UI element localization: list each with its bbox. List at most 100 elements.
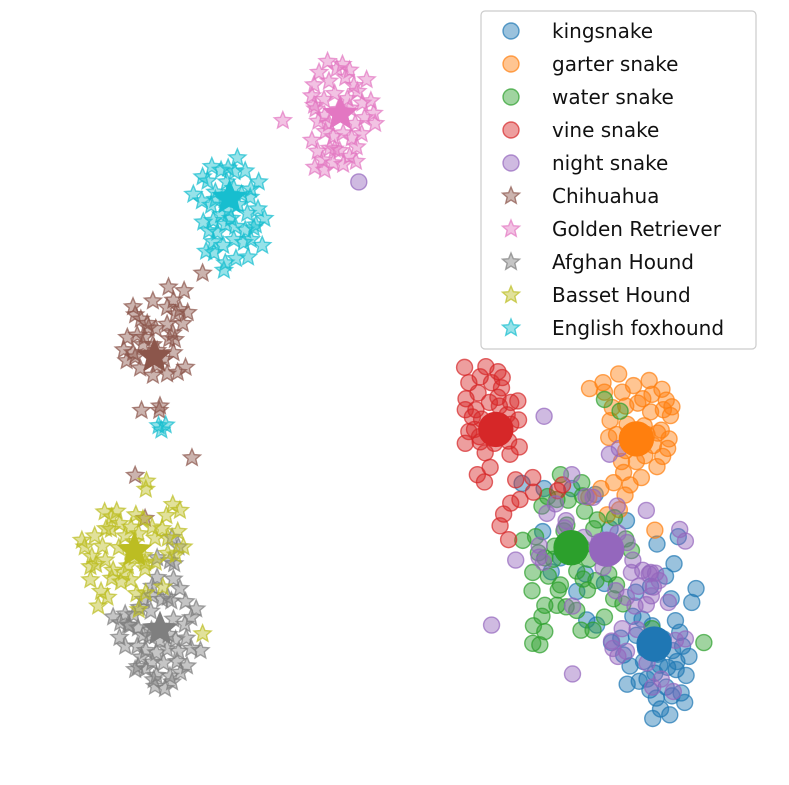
- basset-hound-point: [110, 571, 132, 591]
- vine-snake-point: [510, 438, 528, 456]
- basset-hound-point: [157, 542, 179, 563]
- night-snake-point: [577, 487, 595, 506]
- golden-retriever-point: [304, 156, 326, 177]
- kingsnake-point: [677, 666, 695, 685]
- night-snake-point: [637, 501, 656, 520]
- night-snake-centroid: [588, 531, 625, 567]
- golden-retriever-point: [324, 138, 345, 158]
- golden-retriever-point: [326, 57, 348, 78]
- basset-hound-point: [144, 527, 166, 547]
- night-snake-point: [600, 445, 619, 463]
- chihuahua-point: [181, 447, 203, 467]
- legend-marker-water-snake: [502, 88, 520, 106]
- chihuahua-point: [175, 356, 196, 377]
- night-snake-point: [535, 407, 553, 425]
- english-foxhound-point: [201, 155, 223, 176]
- golden-retriever-point: [317, 50, 338, 71]
- legend: kingsnake garter snake water snake vine sna…: [480, 10, 757, 350]
- basset-hound-point: [169, 499, 191, 520]
- vine-snake-point: [491, 517, 509, 535]
- golden-retriever-point: [303, 74, 325, 94]
- night-snake-point: [676, 630, 695, 648]
- night-snake-point: [563, 665, 582, 683]
- basset-hound-point: [101, 506, 123, 526]
- water-snake-point: [548, 596, 566, 615]
- basset-hound-point: [165, 544, 186, 564]
- water-snake-point: [514, 531, 532, 550]
- vine-snake-point: [502, 494, 520, 512]
- golden-retriever-point: [343, 74, 365, 95]
- chihuahua-point: [158, 328, 180, 348]
- afghan-hound-point: [132, 624, 154, 645]
- water-snake-point: [595, 390, 614, 409]
- vine-snake-point: [467, 401, 485, 419]
- legend-label-kingsnake: kingsnake: [552, 19, 653, 43]
- vine-snake-point: [511, 490, 529, 509]
- english-foxhound-point: [234, 160, 256, 180]
- english-foxhound-point: [151, 419, 172, 439]
- vine-snake-point: [502, 393, 520, 412]
- garter-snake-point: [648, 457, 666, 476]
- basset-hound-point: [167, 520, 189, 541]
- legend-label-garter-snake: garter snake: [552, 52, 678, 76]
- night-snake-point: [482, 616, 501, 634]
- basset-hound-point: [152, 576, 174, 596]
- basset-hound-point: [173, 536, 194, 556]
- legend-label-chihuahua: Chihuahua: [552, 184, 659, 208]
- legend-label-afghan-hound: Afghan Hound: [552, 250, 694, 274]
- english-foxhound-point: [203, 241, 225, 262]
- vine-snake-point: [455, 358, 474, 377]
- centroid-layer: [116, 95, 672, 662]
- chihuahua-point: [163, 341, 184, 362]
- basset-hound-centroid: [116, 531, 153, 566]
- english-foxhound-point: [215, 213, 236, 234]
- english-foxhound-point: [217, 157, 239, 177]
- garter-snake-centroid: [618, 421, 655, 457]
- night-snake-point: [637, 595, 656, 614]
- vine-snake-point: [480, 393, 499, 412]
- kingsnake-point: [618, 675, 636, 693]
- chihuahua-point: [158, 276, 179, 296]
- chihuahua-point: [149, 395, 171, 415]
- vine-snake-point: [524, 483, 543, 501]
- golden-retriever-centroid: [322, 95, 359, 130]
- legend-marker-chihuahua: [500, 185, 522, 205]
- basset-hound-point: [134, 558, 156, 578]
- garter-snake-point: [646, 521, 664, 539]
- basset-hound-point: [128, 598, 149, 619]
- water-snake-point: [595, 608, 614, 626]
- afghan-hound-point: [169, 577, 191, 598]
- afghan-hound-point: [151, 588, 173, 609]
- night-snake-point: [584, 488, 602, 507]
- afghan-hound-point: [175, 590, 196, 611]
- vine-snake-point: [477, 357, 495, 376]
- legend-marker-night-snake: [502, 154, 520, 172]
- kingsnake-point: [687, 579, 705, 598]
- afghan-hound-point: [127, 655, 149, 676]
- water-snake-point: [524, 634, 542, 653]
- afghan-hound-point: [109, 626, 130, 647]
- kingsnake-point: [665, 555, 683, 573]
- garter-snake-point: [613, 383, 631, 401]
- night-snake-point: [652, 670, 670, 688]
- golden-retriever-point: [351, 122, 372, 143]
- golden-retriever-point: [308, 61, 330, 82]
- night-snake-point: [659, 593, 678, 612]
- legend-marker-kingsnake: [502, 22, 520, 40]
- water-snake-point: [526, 528, 545, 546]
- night-snake-point: [604, 639, 622, 658]
- golden-retriever-point: [332, 122, 354, 142]
- golden-retriever-point: [272, 109, 294, 130]
- basset-hound-point: [135, 478, 157, 499]
- legend-marker-vine-snake: [502, 121, 520, 139]
- chihuahua-point: [148, 399, 170, 420]
- basset-hound-point: [120, 568, 142, 589]
- english-foxhound-point: [240, 228, 262, 249]
- night-snake-point: [350, 173, 368, 191]
- vine-snake-point: [475, 473, 494, 491]
- chihuahua-point: [138, 317, 159, 337]
- vine-snake-point: [456, 434, 474, 452]
- night-snake-point: [613, 620, 631, 638]
- garter-snake-point: [600, 428, 618, 447]
- night-snake-point: [646, 564, 665, 582]
